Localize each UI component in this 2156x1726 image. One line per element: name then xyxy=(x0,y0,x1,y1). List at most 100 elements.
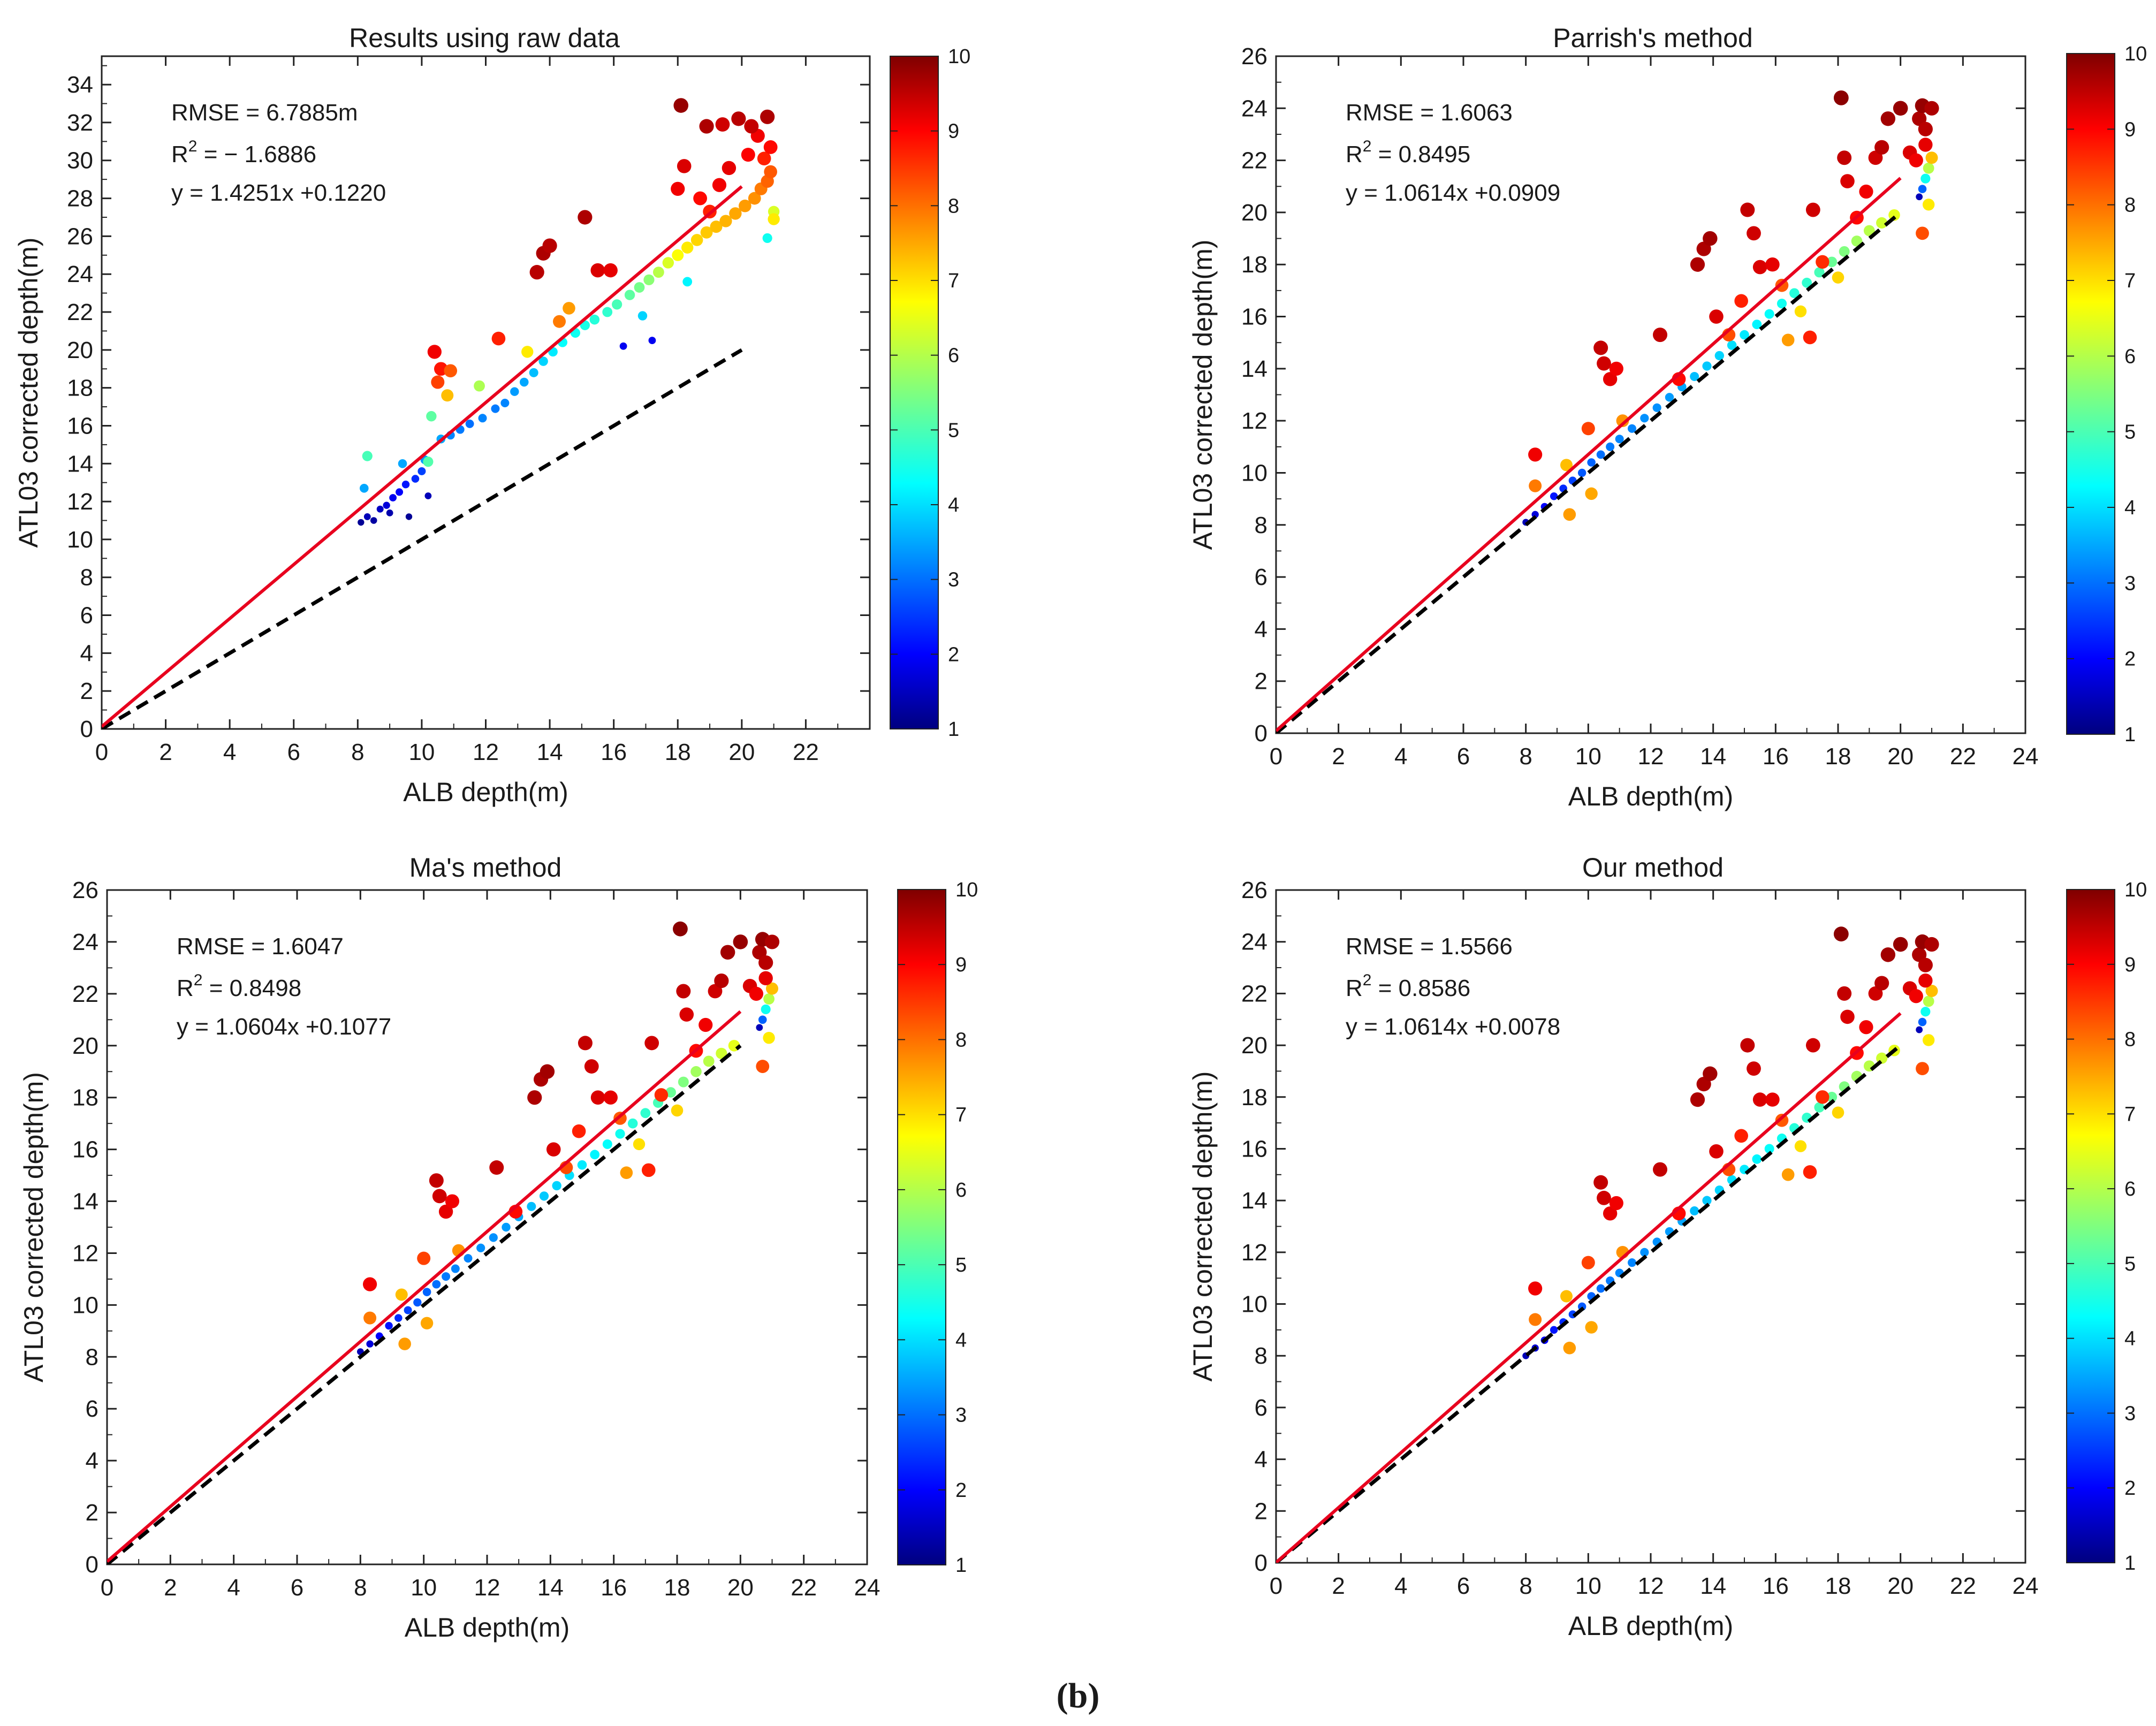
scatter-point xyxy=(552,1181,561,1191)
scatter-point xyxy=(1734,294,1748,308)
plot-area xyxy=(102,98,780,729)
scatter-point xyxy=(1920,1007,1931,1017)
r2-superscript: 2 xyxy=(1363,138,1372,155)
scatter-point xyxy=(1597,1190,1611,1205)
scatter-point xyxy=(1752,1092,1767,1107)
x-tick-label: 18 xyxy=(1825,743,1851,770)
scatter-point xyxy=(676,984,691,999)
scatter-point xyxy=(444,364,458,378)
plot-area xyxy=(107,921,780,1564)
x-tick-label: 24 xyxy=(854,1575,880,1601)
scatter-point xyxy=(1794,1140,1807,1152)
x-tick-label: 20 xyxy=(728,739,755,765)
scatter-point xyxy=(474,380,485,392)
scatter-point xyxy=(761,1004,771,1015)
scatter-point xyxy=(1916,193,1923,201)
scatter-point xyxy=(722,161,737,176)
y-tick-label: 26 xyxy=(67,223,93,249)
x-tick-label: 22 xyxy=(1950,743,1976,770)
scatter-point xyxy=(1653,1162,1667,1177)
scatter-point xyxy=(699,1017,713,1032)
scatter-point xyxy=(1563,1341,1576,1355)
scatter-point xyxy=(673,98,689,113)
y-tick-label: 22 xyxy=(67,299,93,325)
scatter-point xyxy=(1628,1258,1636,1267)
rmse-annotation: RMSE = 6.7885m xyxy=(171,100,358,126)
x-axis-label: ALB depth(m) xyxy=(1568,781,1733,811)
scatter-point xyxy=(411,475,420,483)
scatter-point xyxy=(678,1076,689,1088)
scatter-point xyxy=(376,505,384,513)
scatter-point xyxy=(572,1124,586,1138)
scatter-point xyxy=(424,492,432,499)
scatter-point xyxy=(1690,257,1705,272)
scatter-point xyxy=(1581,422,1595,436)
scatter-point xyxy=(681,241,694,254)
colorbar-tick-label: 8 xyxy=(2124,1029,2136,1051)
scatter-point xyxy=(584,1059,599,1074)
scatter-point xyxy=(715,117,730,132)
scatter-point xyxy=(1816,1090,1829,1104)
scatter-point xyxy=(1764,1144,1774,1154)
scatter-point xyxy=(1653,328,1667,343)
y-tick-label: 18 xyxy=(1241,1084,1267,1111)
y-tick-label: 2 xyxy=(80,678,93,704)
colorbar-tick-label: 1 xyxy=(2124,1552,2136,1575)
scatter-point xyxy=(1606,442,1615,451)
scatter-point xyxy=(1840,1009,1855,1024)
x-tick-label: 6 xyxy=(1457,743,1470,770)
scatter-point xyxy=(1840,174,1855,188)
scatter-point xyxy=(602,1139,612,1149)
scatter-point xyxy=(633,1138,646,1151)
fit-line xyxy=(1276,1012,1902,1563)
scatter-point xyxy=(578,1036,593,1051)
scatter-point xyxy=(1702,1196,1712,1205)
y-tick-label: 16 xyxy=(67,413,93,439)
fit-equation-annotation: y = 1.0614x +0.0078 xyxy=(1346,1014,1560,1040)
x-tick-label: 2 xyxy=(159,739,172,765)
colorbar-tick-label: 9 xyxy=(2124,954,2136,976)
x-tick-label: 0 xyxy=(95,739,108,765)
scatter-point xyxy=(1863,225,1875,237)
scatter-point xyxy=(739,199,751,212)
scatter-point xyxy=(671,181,685,196)
x-tick-label: 20 xyxy=(1887,743,1914,770)
colorbar-tick-label: 4 xyxy=(948,494,959,516)
scatter-point xyxy=(1752,320,1762,330)
scatter-point xyxy=(690,234,703,246)
scatter-point xyxy=(563,302,575,315)
scatter-point xyxy=(1916,1062,1929,1075)
x-tick-label: 12 xyxy=(473,739,499,765)
x-tick-label: 22 xyxy=(791,1575,817,1601)
scatter-point xyxy=(394,1314,403,1322)
r2-value: = 0.8498 xyxy=(202,975,301,1001)
scatter-point xyxy=(1747,226,1761,241)
scatter-point xyxy=(758,955,773,970)
x-tick-label: 4 xyxy=(223,739,236,765)
scatter-point xyxy=(1765,1092,1780,1107)
colorbar-tick-label: 2 xyxy=(2124,648,2136,671)
colorbar-tick-label: 3 xyxy=(2124,1402,2136,1425)
scatter-point xyxy=(1752,1154,1762,1164)
scatter-point xyxy=(1528,1281,1543,1296)
scatter-point xyxy=(1923,162,1934,174)
y-tick-label: 20 xyxy=(1241,1032,1267,1059)
plot-area xyxy=(1276,90,1939,733)
scatter-point xyxy=(1814,1102,1825,1113)
scatter-point xyxy=(363,513,371,520)
scatter-point xyxy=(491,331,506,346)
y-tick-label: 24 xyxy=(67,261,93,287)
scatter-point xyxy=(1597,356,1611,371)
scatter-point xyxy=(1803,330,1817,345)
y-tick-label: 0 xyxy=(1255,1550,1267,1576)
y-tick-label: 2 xyxy=(1255,668,1267,695)
r2-superscript: 2 xyxy=(194,971,203,989)
r2-annotation: R2 = 0.8586 xyxy=(1346,971,1470,1001)
x-tick-label: 2 xyxy=(164,1575,177,1601)
scatter-point xyxy=(1560,1290,1573,1303)
scatter-point xyxy=(1918,957,1933,972)
scatter-point xyxy=(451,1264,460,1273)
scatter-point xyxy=(1805,202,1820,217)
y-tick-label: 8 xyxy=(86,1344,98,1370)
scatter-point xyxy=(1577,468,1586,477)
